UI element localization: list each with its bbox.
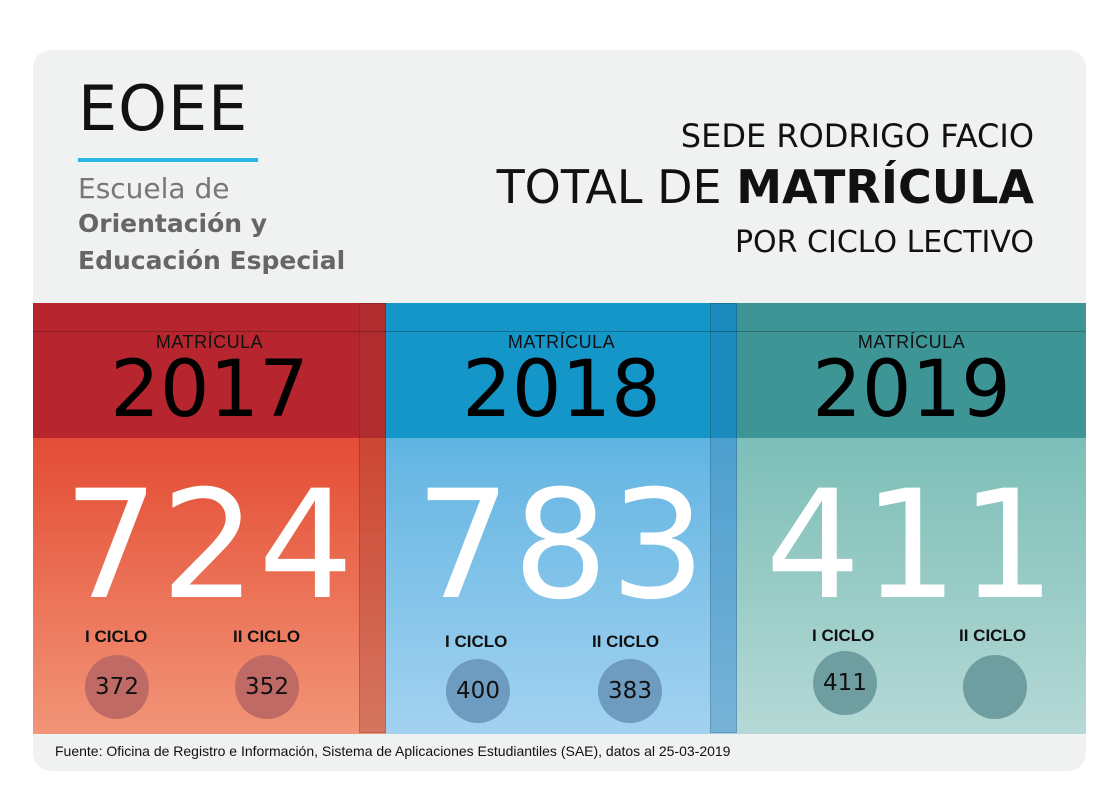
header-subtitle: POR CICLO LECTIVO	[734, 225, 1034, 260]
ciclo-1-value: 411	[813, 651, 877, 715]
panel-2018: MATRÍCULA 2018 783 I CICLO II CICLO 400 …	[386, 303, 737, 734]
year-label: 2017	[110, 345, 309, 435]
ciclo-2-value	[963, 655, 1027, 719]
divider-strip	[710, 303, 737, 733]
header-title: TOTAL DE MATRÍCULA	[497, 164, 1034, 210]
ciclo-2-label: II CICLO	[233, 627, 301, 646]
header-campus: SEDE RODRIGO FACIO	[680, 117, 1034, 155]
ciclo-1-label: I CICLO	[445, 632, 508, 651]
ciclo-1-value: 372	[85, 655, 149, 719]
year-band	[386, 303, 737, 438]
header-title-prefix: TOTAL DE	[496, 160, 737, 214]
logo-line-3: Educación Especial	[78, 246, 346, 275]
header-title-bold: MATRÍCULA	[736, 160, 1034, 214]
year-label: 2018	[462, 345, 661, 435]
matricula-label: MATRÍCULA	[507, 332, 616, 352]
ciclo-2-label: II CICLO	[592, 632, 660, 651]
ciclo-1-value: 400	[446, 659, 510, 723]
matricula-label: MATRÍCULA	[155, 332, 264, 352]
logo-line-2: Orientación y	[78, 209, 268, 238]
panel-2019: MATRÍCULA 2019 411 I CICLO II CICLO 411	[737, 303, 1086, 734]
ciclo-2-value: 383	[598, 659, 662, 723]
logo-underline	[78, 158, 258, 162]
year-band	[737, 303, 1086, 438]
band-guide-line	[33, 331, 1086, 332]
ciclo-1-label: I CICLO	[812, 626, 875, 645]
source-footnote: Fuente: Oficina de Registro e Informació…	[55, 743, 731, 759]
logo-line-1: Escuela de	[78, 172, 230, 205]
matricula-label: MATRÍCULA	[857, 332, 966, 352]
year-band	[33, 303, 386, 438]
ciclo-1-label: I CICLO	[85, 627, 148, 646]
ciclo-2-value: 352	[235, 655, 299, 719]
panel-2017: MATRÍCULA 2017 724 I CICLO II CICLO 372 …	[33, 303, 386, 734]
total-enrollment: 411	[765, 459, 1058, 633]
total-enrollment: 724	[63, 459, 356, 633]
year-label: 2019	[812, 345, 1011, 435]
ciclo-2-label: II CICLO	[959, 626, 1027, 645]
infographic-card: EOEE Escuela de Orientación y Educación …	[33, 50, 1086, 771]
logo-acronym: EOEE	[78, 72, 249, 145]
total-enrollment: 783	[415, 459, 708, 633]
divider-strip	[359, 303, 386, 733]
